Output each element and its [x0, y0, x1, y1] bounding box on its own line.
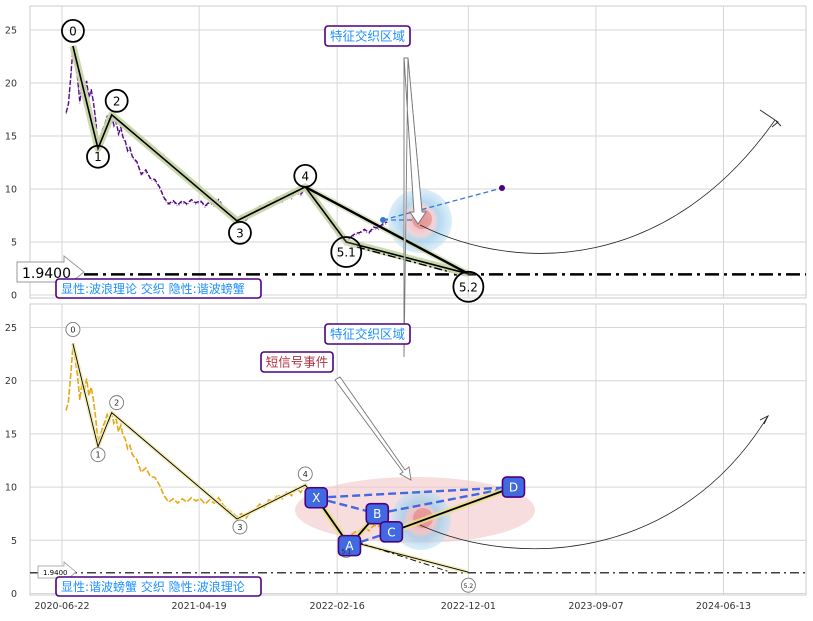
bottom-crossing-annotation-box — [324, 323, 411, 345]
top-wave-path — [72, 45, 469, 275]
top-wave-label-0: 0 — [69, 24, 77, 38]
top-level-label: 1.9400 — [22, 266, 71, 282]
xtick-label: 2020-06-22 — [34, 601, 89, 612]
harmonic-box-B — [365, 502, 390, 525]
harmonic-label-D: D — [509, 481, 518, 495]
top-ytick-label: 0 — [11, 291, 17, 302]
harmonic-xd-line — [316, 485, 514, 499]
top-wave-point-5.1 — [330, 236, 363, 268]
bottom-wave-point-5.2 — [460, 577, 476, 593]
top-wave-4-5-line — [304, 185, 469, 275]
top-ytick-label: 15 — [5, 132, 17, 143]
bottom-short-signal-annotation: 短信号事件 — [266, 355, 329, 370]
top-wave-label-1: 1 — [94, 150, 102, 164]
top-wave-point-5.2 — [452, 270, 485, 303]
xtick-label: 2022-12-01 — [441, 601, 496, 612]
top-caption: 显性:波浪理论 交织 隐性:谐波螃蟹 — [61, 281, 245, 296]
top-trend-startpoint — [380, 217, 386, 223]
top-wave-point-0 — [61, 18, 85, 43]
harmonic-box-X — [304, 486, 329, 509]
bottom-ytick-label: 20 — [5, 376, 17, 387]
top-projection-tick — [759, 109, 782, 128]
top-wave-label-5.2: 5.2 — [459, 280, 478, 294]
bottom-ytick-label: 15 — [5, 429, 17, 440]
bottom-wave-label-2: 2 — [114, 399, 119, 408]
top-wave-channel — [356, 246, 451, 273]
bottom-ytick-label: 5 — [11, 536, 17, 547]
xtick-label: 2024-06-13 — [696, 601, 751, 612]
top-wave-point-2 — [104, 88, 129, 113]
top-crossing-annotation: 特征交织区域 — [330, 29, 405, 44]
harmonic-box-A — [337, 534, 362, 557]
bottom-wave-label-4: 4 — [303, 470, 308, 479]
top-plot-area — [29, 5, 807, 299]
xtick-label: 2023-09-07 — [568, 601, 623, 612]
xtick-label: 2021-04-19 — [172, 601, 227, 612]
top-ytick-label: 5 — [11, 238, 17, 249]
bottom-projection-arrowhead — [759, 414, 770, 425]
bottom-projection-curve — [419, 415, 769, 550]
top-caption-box — [55, 278, 262, 299]
top-ytick-label: 10 — [5, 185, 17, 196]
top-projection-curve — [419, 119, 776, 254]
top-wave-label-3: 3 — [236, 226, 244, 240]
top-trend-endpoint — [499, 185, 505, 191]
bottom-crossing-arrow — [403, 57, 427, 358]
top-wave-point-4 — [293, 163, 318, 188]
bottom-wave-point-0 — [65, 322, 81, 337]
bottom-ytick-label: 10 — [5, 483, 17, 494]
bottom-ytick-label: 0 — [11, 589, 17, 600]
bottom-wave-label-3: 3 — [237, 523, 242, 532]
bottom-caption: 显性:谐波螃蟹 交织 隐性:波浪理论 — [61, 579, 245, 594]
bottom-wave-label-0: 0 — [70, 325, 75, 334]
harmonic-box-C — [379, 520, 404, 543]
top-wave-point-1 — [86, 144, 110, 169]
bottom-wave-channel — [356, 541, 451, 573]
bottom-wave-point-3 — [232, 519, 248, 535]
harmonic-box-D — [501, 476, 526, 498]
top-trend-line-1 — [382, 187, 503, 221]
top-crossing-annotation-box — [324, 25, 411, 47]
bottom-level-label: 1.9400 — [43, 569, 68, 577]
bottom-ytick-label: 25 — [5, 323, 17, 334]
top-wave-point-3 — [228, 220, 252, 245]
harmonic-label-C: C — [387, 525, 395, 539]
bottom-plot-area — [29, 303, 807, 596]
harmonic-label-X: X — [312, 491, 320, 505]
bottom-short-signal-arrow — [334, 376, 412, 481]
top-ytick-label: 25 — [5, 26, 17, 37]
bottom-wave-point-1 — [90, 447, 106, 463]
xtick-label: 2022-02-16 — [310, 601, 365, 612]
bottom-wave-label-5.2: 5.2 — [464, 583, 474, 590]
harmonic-label-A: A — [345, 539, 354, 553]
bottom-wave-point-2 — [109, 395, 125, 411]
top-wave-label-5.1: 5.1 — [337, 246, 356, 260]
bottom-wave-point-4 — [297, 466, 313, 482]
bottom-wave-label-1: 1 — [95, 451, 100, 460]
harmonic-label-B: B — [373, 507, 381, 521]
top-wave-label-2: 2 — [113, 94, 121, 108]
top-ytick-label: 20 — [5, 79, 17, 90]
bottom-short-signal-box — [260, 351, 334, 373]
harmonic-bd-line — [377, 485, 514, 515]
bottom-crossing-annotation: 特征交织区域 — [330, 327, 405, 342]
top-wave-label-4: 4 — [301, 169, 309, 183]
bottom-caption-box — [55, 576, 262, 597]
bottom-wave-label-5.1: 5.1 — [342, 548, 352, 555]
